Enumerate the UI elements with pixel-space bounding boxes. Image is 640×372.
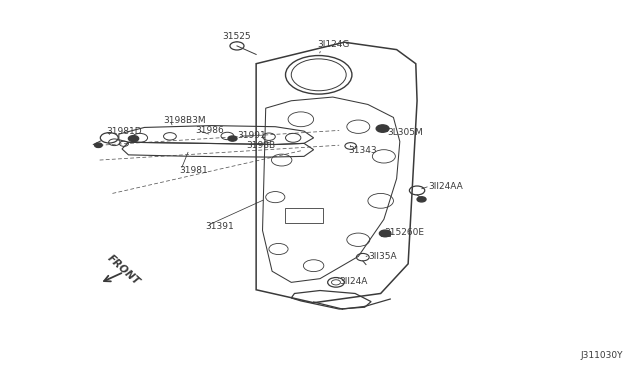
Circle shape [129, 136, 139, 141]
Circle shape [417, 197, 426, 202]
Text: 3198B: 3198B [246, 141, 276, 150]
Text: FRONT: FRONT [106, 253, 142, 287]
Circle shape [95, 143, 102, 147]
Bar [378, 126, 387, 131]
Circle shape [228, 136, 237, 141]
Text: 31391: 31391 [205, 222, 234, 231]
Text: 3L305M: 3L305M [387, 128, 423, 137]
Text: 31525: 31525 [223, 32, 252, 41]
Text: 31986: 31986 [195, 126, 224, 135]
Text: 31991: 31991 [237, 131, 266, 141]
Text: 3II24AA: 3II24AA [429, 182, 463, 190]
Circle shape [376, 125, 389, 132]
Text: 3I124G: 3I124G [317, 40, 349, 49]
Text: 3II24A: 3II24A [339, 277, 367, 286]
Circle shape [380, 230, 391, 237]
Text: 31981: 31981 [179, 166, 208, 174]
Text: 315260E: 315260E [384, 228, 424, 237]
Bar [381, 231, 390, 236]
Text: 31343: 31343 [349, 146, 378, 155]
Text: 31981D: 31981D [106, 126, 141, 136]
Text: J311030Y: J311030Y [581, 351, 623, 360]
Text: 3II35A: 3II35A [368, 252, 397, 261]
Text: 3198B3M: 3198B3M [164, 116, 206, 125]
